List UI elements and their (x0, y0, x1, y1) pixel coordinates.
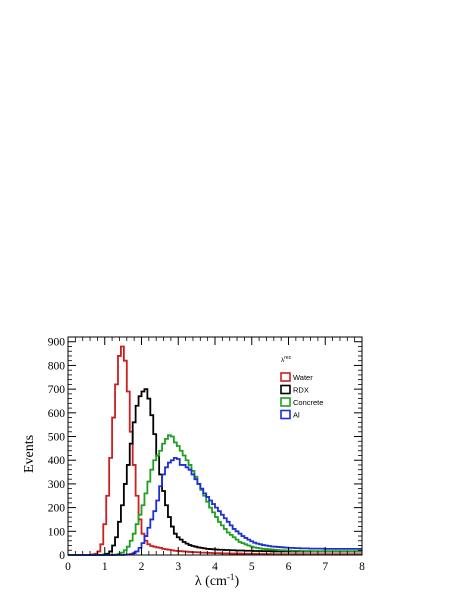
y-tick-label: 0 (59, 550, 65, 562)
legend-entries: Water RDX Concrete Al (280, 372, 323, 420)
x-axis-title-exponent: -1 (227, 572, 235, 582)
y-tick-label: 700 (48, 384, 66, 396)
legend-title: λrec (281, 355, 292, 364)
x-tick-label: 5 (249, 561, 255, 573)
series-line-rdx (68, 388, 362, 556)
x-tick-label: 3 (175, 561, 181, 573)
legend-label: Al (293, 411, 300, 420)
x-axis-title-tail: ) (234, 574, 239, 589)
y-tick-label: 900 (48, 337, 66, 349)
legend-swatch (280, 384, 291, 395)
y-tick-label: 300 (48, 479, 66, 491)
legend-title-base: λ (281, 357, 285, 364)
ticks-layer (67, 337, 363, 556)
y-tick-label: 400 (48, 455, 66, 467)
series-line-concrete (68, 434, 362, 556)
x-tick-label: 8 (359, 561, 365, 573)
legend-swatch (280, 397, 291, 407)
y-tick-label: 800 (48, 360, 66, 372)
legend-entry-concrete: Concrete (280, 397, 323, 407)
x-tick-label: 7 (322, 561, 328, 573)
legend-entry-rdx: RDX (280, 384, 309, 395)
legend-entry-water: Water (280, 372, 313, 382)
legend-title-superscript: rec (284, 355, 291, 361)
x-tick-label: 6 (286, 561, 292, 573)
series-line-al (68, 456, 362, 556)
series-line-water (68, 345, 362, 556)
legend-swatch (280, 372, 291, 382)
tick-labels-layer: 0 1 2 3 4 5 6 7 8 0 100 200 300 400 500 600 700 800 900 (48, 337, 365, 573)
y-tick-label: 100 (48, 526, 66, 538)
legend-label: Concrete (293, 398, 323, 407)
y-tick-label: 500 (48, 432, 66, 444)
y-axis-title: Events (22, 435, 37, 473)
x-tick-label: 2 (139, 561, 145, 573)
legend-swatch (280, 409, 291, 420)
series-layer (68, 345, 362, 556)
legend-entry-al: Al (280, 409, 300, 420)
legend-label: RDX (293, 386, 309, 395)
y-tick-label: 200 (48, 503, 66, 515)
x-tick-label: 0 (65, 561, 71, 573)
y-tick-label: 600 (48, 408, 66, 420)
legend: λrec Water RDX Concrete Al (280, 355, 323, 420)
x-axis-title-base: λ (cm (195, 574, 227, 589)
x-axis-title: λ (cm-1) (195, 572, 240, 589)
legend-label: Water (293, 373, 313, 382)
x-tick-label: 4 (212, 561, 218, 573)
x-tick-label: 1 (102, 561, 108, 573)
